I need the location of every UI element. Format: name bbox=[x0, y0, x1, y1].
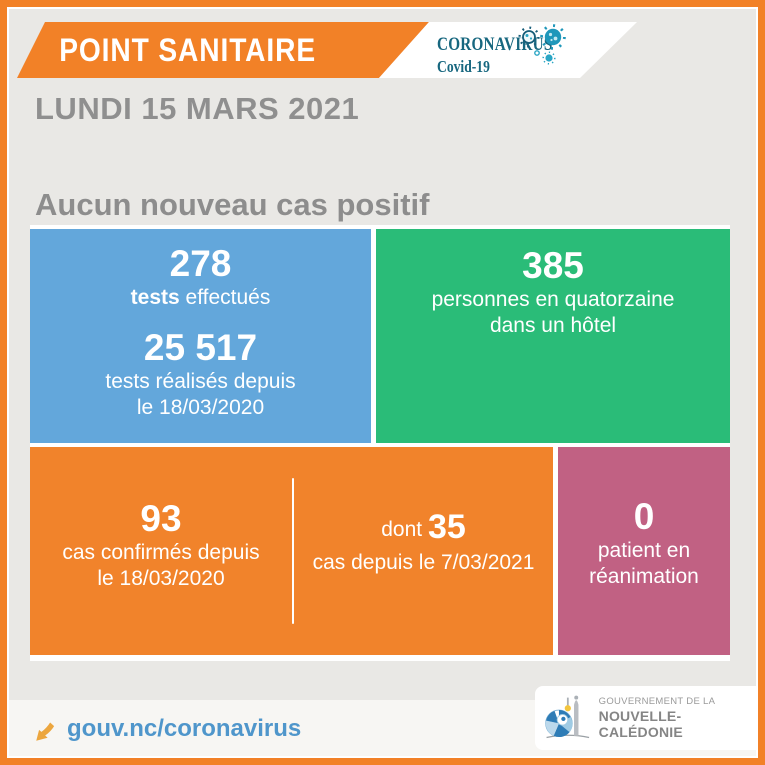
vertical-divider bbox=[292, 478, 294, 624]
headline: Aucun nouveau cas positif bbox=[35, 187, 430, 222]
tests-today-label-bold: tests bbox=[130, 286, 180, 309]
government-name: GOUVERNEMENT DE LA NOUVELLE-CALÉDONIE bbox=[599, 696, 758, 740]
recent-value: 35 bbox=[427, 507, 466, 546]
tests-today-label: tests effectués bbox=[30, 285, 371, 311]
tests-today-label-rest: effectués bbox=[185, 286, 271, 309]
quarantine-label-line2: dans un hôtel bbox=[489, 314, 617, 337]
confirmed-cases-box: 93 cas confirmés depuis le 18/03/2020 do… bbox=[30, 447, 553, 655]
date-heading: LUNDI 15 MARS 2021 bbox=[35, 91, 360, 126]
gov-name-line2: NOUVELLE-CALÉDONIE bbox=[598, 708, 683, 740]
website-link[interactable]: gouv.nc/coronavirus bbox=[7, 700, 301, 758]
tests-total-value: 25 517 bbox=[143, 327, 258, 368]
tests-total-label-line1: tests réalisés depuis bbox=[105, 370, 296, 393]
icu-label-line1: patient en bbox=[597, 539, 691, 562]
arrow-southwest-icon bbox=[36, 722, 55, 741]
recent-prefix: dont bbox=[381, 517, 423, 541]
tests-total-label-line2: le 18/03/2020 bbox=[136, 396, 265, 419]
confirmed-total-cell: 93 cas confirmés depuis le 18/03/2020 bbox=[30, 441, 292, 649]
icu-content: 0 patient en réanimation bbox=[558, 496, 730, 590]
virus-icon bbox=[515, 24, 571, 68]
confirmed-label-line2: le 18/03/2020 bbox=[97, 567, 225, 590]
quarantine-value: 385 bbox=[522, 245, 584, 286]
tests-today-value: 278 bbox=[169, 243, 232, 284]
stats-row-2: 93 cas confirmés depuis le 18/03/2020 do… bbox=[30, 447, 730, 655]
confirmed-value: 93 bbox=[140, 498, 182, 539]
icu-box: 0 patient en réanimation bbox=[558, 447, 730, 655]
page-title: POINT SANITAIRE bbox=[59, 32, 316, 68]
stats-grid: 278 tests effectués 25 517 tests réalisé… bbox=[30, 225, 730, 661]
recent-value-line: dont 35 bbox=[294, 507, 553, 550]
gov-name-line1: GOUVERNEMENT DE LA bbox=[598, 696, 716, 707]
recent-cases-cell: dont 35 cas depuis le 7/03/2021 bbox=[294, 437, 553, 645]
recent-label: cas depuis le 7/03/2021 bbox=[312, 550, 535, 574]
website-link-text: gouv.nc/coronavirus bbox=[67, 715, 302, 742]
icu-label-line2: réanimation bbox=[589, 565, 699, 588]
brand-covid19-label: Covid-19 bbox=[437, 57, 490, 76]
quarantine-box: 385 personnes en quatorzaine dans un hôt… bbox=[376, 229, 730, 443]
stats-row-1: 278 tests effectués 25 517 tests réalisé… bbox=[30, 229, 730, 443]
tests-box: 278 tests effectués 25 517 tests réalisé… bbox=[30, 229, 371, 443]
confirmed-label-line1: cas confirmés depuis bbox=[62, 541, 260, 564]
nc-government-emblem-icon bbox=[545, 695, 590, 739]
icu-value: 0 bbox=[633, 496, 655, 537]
quarantine-label-line1: personnes en quatorzaine bbox=[431, 288, 675, 311]
government-logo: GOUVERNEMENT DE LA NOUVELLE-CALÉDONIE bbox=[535, 686, 758, 750]
title-banner: POINT SANITAIRE bbox=[17, 22, 429, 78]
brand-banner: CORONAVIRUS Covid-19 bbox=[379, 22, 637, 78]
